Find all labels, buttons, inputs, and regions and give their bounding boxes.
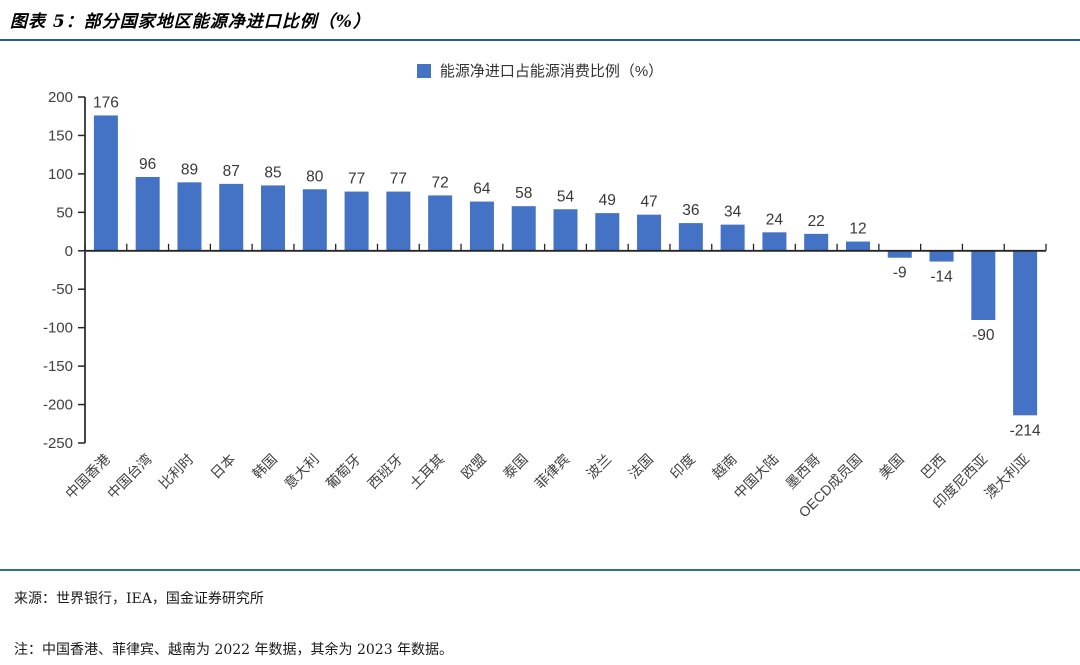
bar-value-label: 54 bbox=[557, 188, 575, 205]
y-tick-label: 200 bbox=[48, 89, 73, 106]
bar-value-label: 64 bbox=[473, 181, 491, 198]
bar-value-label: -90 bbox=[972, 327, 995, 344]
bar bbox=[261, 185, 286, 251]
figure-title: 图表 5：部分国家地区能源净进口比例（%） bbox=[10, 12, 371, 32]
bar-value-label: 89 bbox=[181, 161, 198, 178]
bar-value-label: -214 bbox=[1010, 422, 1041, 439]
y-tick-label: -150 bbox=[43, 358, 73, 375]
category-label: 日本 bbox=[207, 451, 238, 482]
category-label: 菲律宾 bbox=[532, 451, 573, 492]
bar-value-label: -9 bbox=[893, 265, 907, 282]
bar-value-label: 96 bbox=[139, 156, 156, 173]
category-label: 意大利 bbox=[281, 451, 322, 492]
source-text: 来源：世界银行，IEA，国金证券研究所 bbox=[14, 591, 264, 607]
bar-value-label: 47 bbox=[640, 194, 657, 211]
category-label: 澳大利亚 bbox=[981, 451, 1032, 502]
legend-label: 能源净进口占能源消费比例（%） bbox=[439, 63, 664, 80]
category-label: 巴西 bbox=[918, 451, 949, 482]
title-divider bbox=[0, 39, 1080, 41]
category-label: 法国 bbox=[625, 451, 656, 482]
bar bbox=[386, 191, 411, 251]
bar bbox=[469, 201, 494, 251]
y-tick-label: -250 bbox=[43, 435, 73, 452]
bar-value-label: 87 bbox=[223, 163, 240, 180]
legend-swatch-icon bbox=[416, 63, 431, 78]
bar-value-label: -14 bbox=[930, 269, 953, 286]
bar bbox=[595, 213, 620, 251]
note-text: 注：中国香港、菲律宾、越南为 2022 年数据，其余为 2023 年数据。 bbox=[14, 642, 454, 658]
bar bbox=[637, 214, 662, 251]
bar-value-label: 72 bbox=[432, 174, 449, 191]
bar bbox=[1013, 250, 1038, 416]
category-label: 比利时 bbox=[156, 451, 197, 492]
bar bbox=[219, 183, 244, 251]
category-label: 泰国 bbox=[500, 451, 531, 482]
bar-value-label: 12 bbox=[849, 221, 866, 238]
bar-value-label: 85 bbox=[264, 164, 281, 181]
category-label: 中国大陆 bbox=[731, 451, 782, 502]
bar bbox=[344, 191, 369, 251]
y-tick-label: -50 bbox=[51, 281, 73, 298]
bar bbox=[428, 195, 453, 251]
category-label: 墨西哥 bbox=[782, 451, 823, 492]
bar-chart-svg: 200 150 100 50 0 -50 -100 -150 -200 -250 176 96 89 87… bbox=[43, 89, 1047, 520]
category-label: 葡萄牙 bbox=[323, 451, 364, 492]
bar bbox=[845, 241, 870, 251]
category-label: 越南 bbox=[709, 451, 740, 482]
bar-value-label: 34 bbox=[724, 204, 742, 221]
y-tick-label: 0 bbox=[65, 243, 73, 260]
bar bbox=[804, 233, 829, 251]
category-label: 波兰 bbox=[583, 451, 614, 482]
bar-value-label: 58 bbox=[515, 185, 532, 202]
category-label: 欧盟 bbox=[458, 451, 489, 482]
bar-value-label: 77 bbox=[348, 171, 365, 188]
bar-value-label: 80 bbox=[306, 168, 324, 185]
bar-value-label: 24 bbox=[766, 211, 784, 228]
bar bbox=[720, 224, 745, 251]
y-tick-label: 150 bbox=[48, 127, 73, 144]
category-label: 韩国 bbox=[249, 451, 280, 482]
bar bbox=[887, 250, 912, 258]
y-tick-label: 50 bbox=[56, 204, 73, 221]
y-tick-label: 100 bbox=[48, 166, 73, 183]
bar-chart: 200 150 100 50 0 -50 -100 -150 -200 -250 176 96 89 87… bbox=[0, 83, 1080, 557]
y-tick-label: -100 bbox=[43, 320, 73, 337]
y-tick-label: -200 bbox=[43, 397, 73, 414]
bar-value-label: 49 bbox=[599, 192, 616, 209]
bar bbox=[93, 115, 118, 251]
category-label: 美国 bbox=[876, 451, 907, 482]
category-label: 中国香港 bbox=[62, 451, 113, 502]
footer-divider bbox=[0, 569, 1080, 571]
category-label: 西班牙 bbox=[364, 451, 405, 492]
category-label: 中国台湾 bbox=[104, 451, 155, 502]
bar bbox=[177, 182, 202, 251]
chart-legend: 能源净进口占能源消费比例（%） bbox=[0, 60, 1080, 81]
bar bbox=[678, 223, 703, 251]
bar bbox=[553, 209, 578, 251]
bar-value-label: 22 bbox=[808, 213, 825, 230]
bar bbox=[511, 206, 536, 251]
category-label: 土耳其 bbox=[406, 451, 447, 492]
bar-value-label: 77 bbox=[390, 171, 407, 188]
bar bbox=[971, 250, 996, 320]
bar-value-label: 36 bbox=[682, 202, 699, 219]
bar bbox=[302, 189, 327, 251]
bar bbox=[929, 250, 954, 262]
bar bbox=[135, 176, 160, 251]
category-label: 印度 bbox=[667, 451, 698, 482]
bar bbox=[762, 232, 787, 251]
bar-value-label: 176 bbox=[93, 94, 119, 111]
